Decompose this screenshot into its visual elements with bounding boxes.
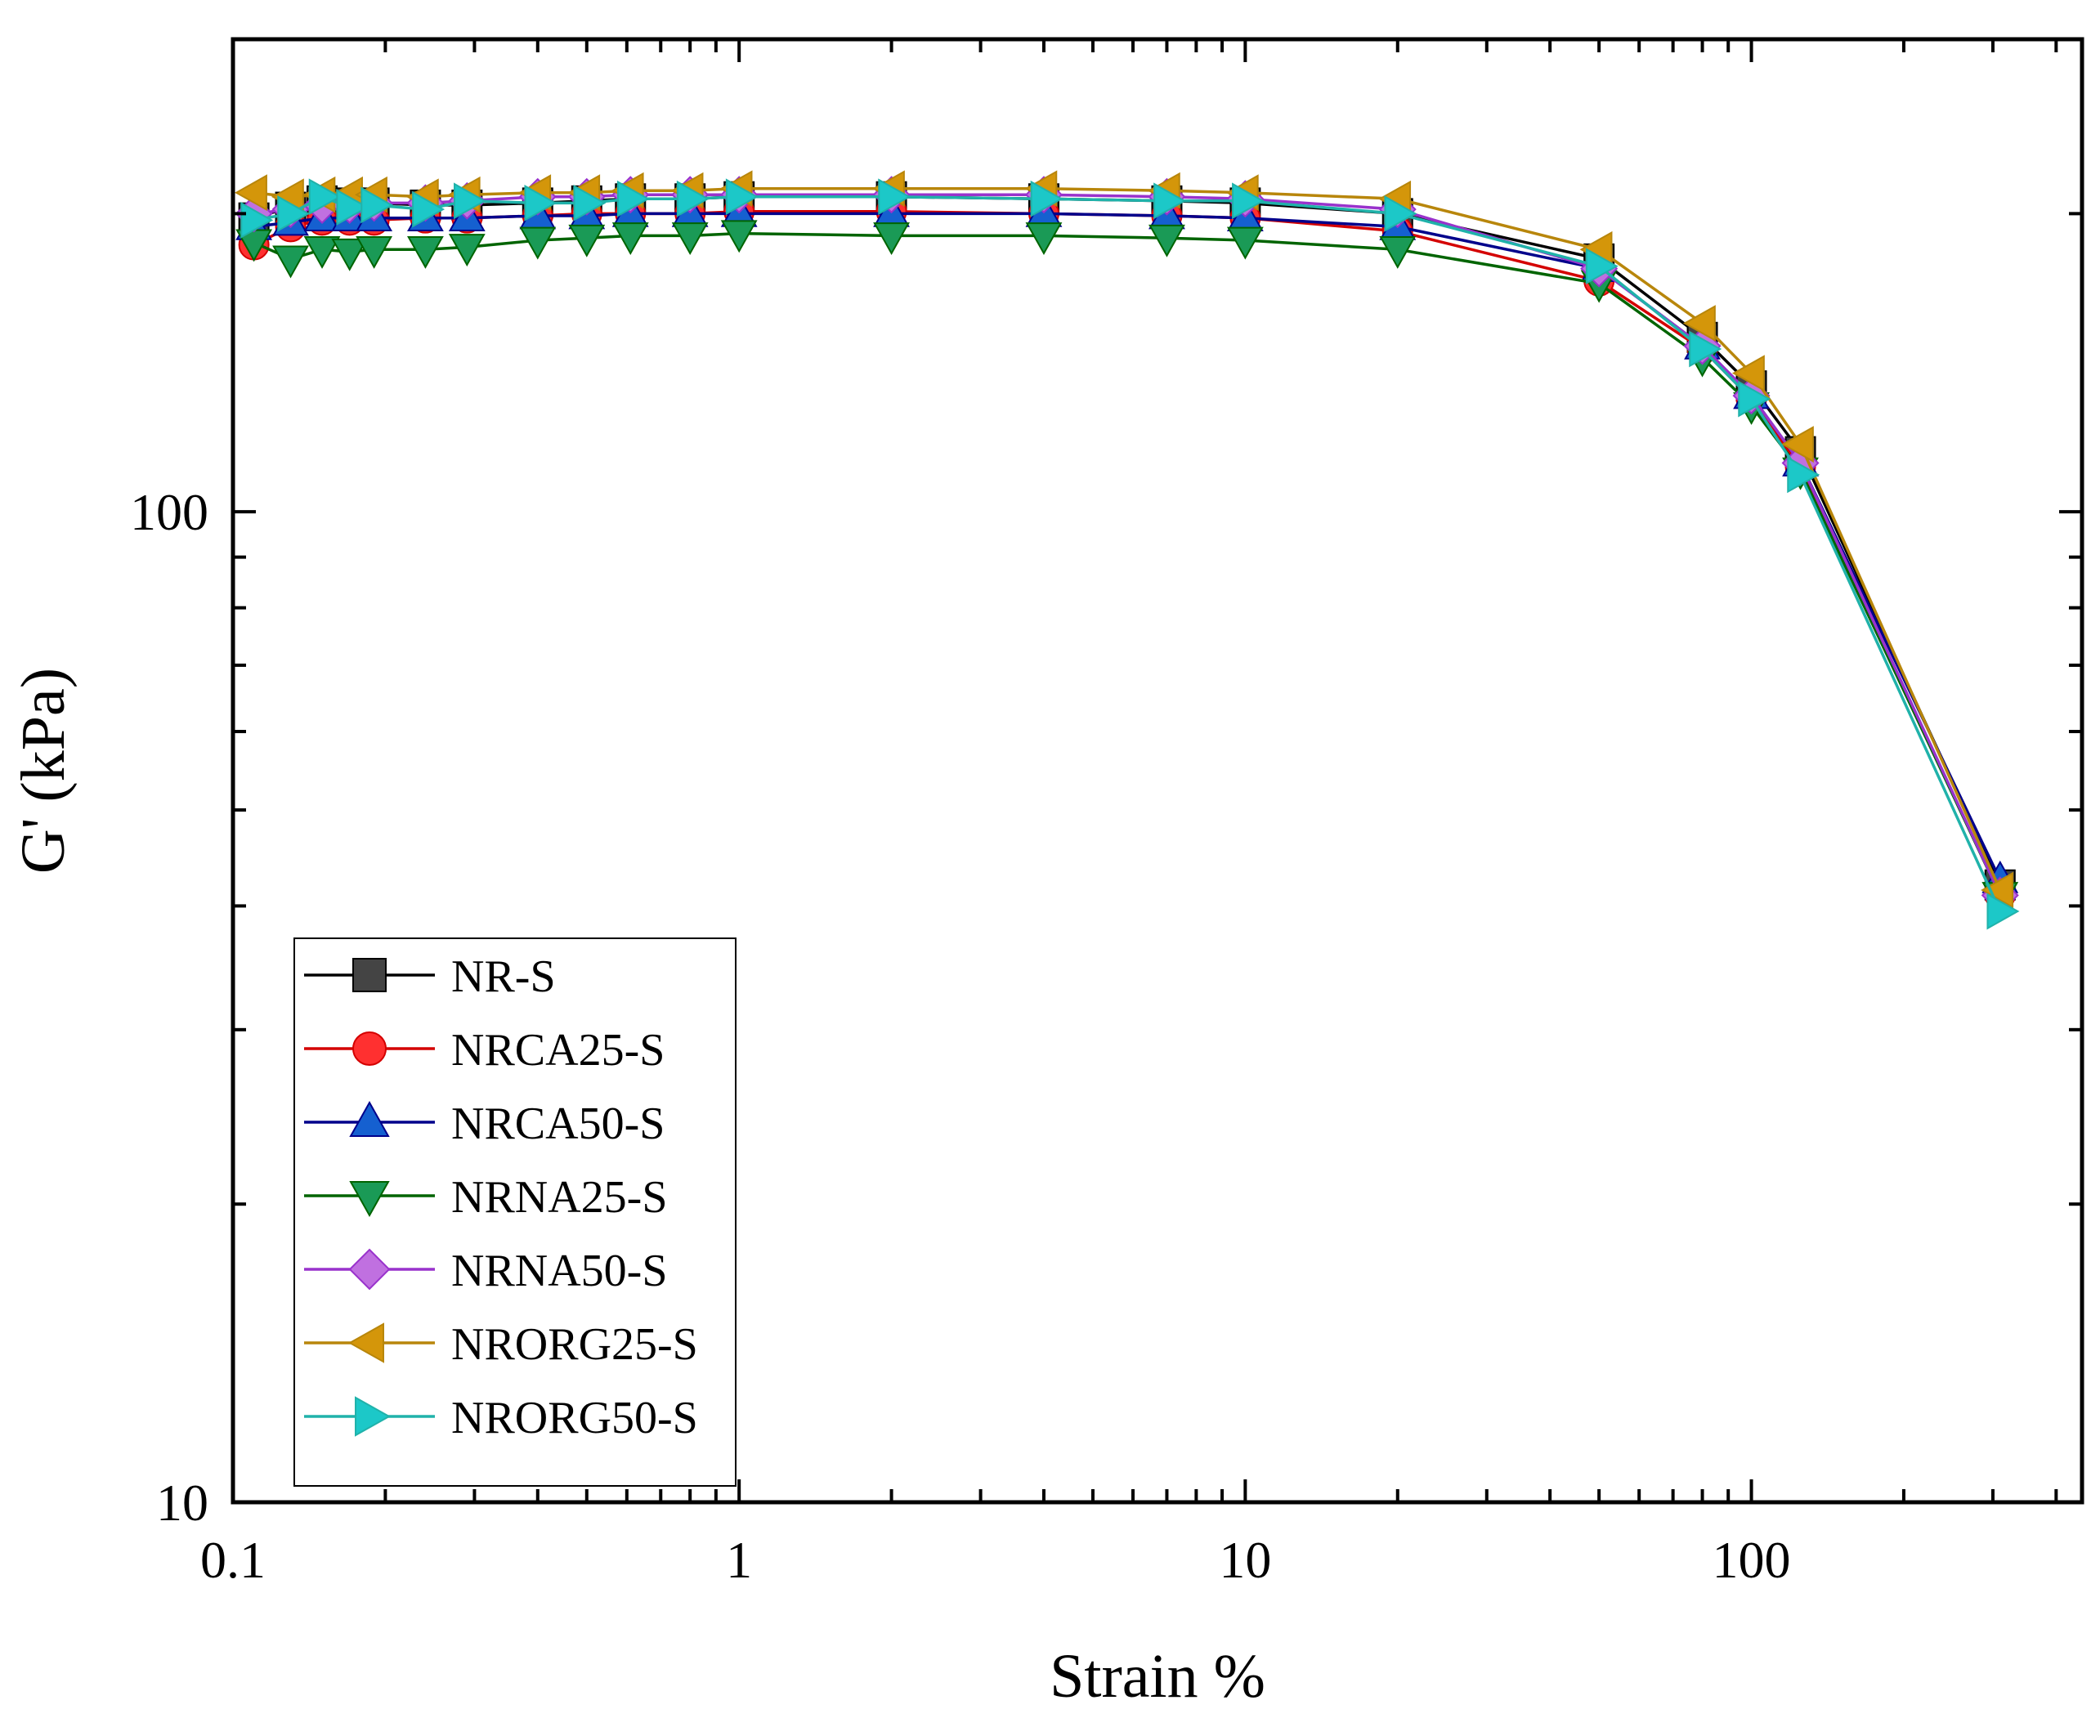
data-point bbox=[448, 234, 486, 267]
data-point bbox=[1384, 195, 1417, 232]
legend-label: NRNA25-S bbox=[451, 1172, 667, 1223]
data-point bbox=[524, 184, 557, 221]
data-point bbox=[303, 235, 341, 269]
data-point bbox=[725, 178, 759, 216]
series-NRNA25-S bbox=[235, 220, 2019, 915]
legend-marker bbox=[349, 1100, 390, 1137]
series-NRORG25-S bbox=[234, 170, 2014, 909]
y-tick-label: 10 bbox=[156, 1474, 208, 1532]
data-point bbox=[878, 178, 911, 216]
data-point bbox=[331, 238, 369, 271]
data-point bbox=[1585, 248, 1619, 285]
data-point bbox=[1682, 305, 1716, 342]
data-point bbox=[412, 190, 446, 228]
legend-label: NRORG50-S bbox=[451, 1393, 698, 1443]
data-point bbox=[277, 195, 311, 232]
data-point bbox=[1738, 380, 1771, 418]
data-point bbox=[360, 186, 394, 224]
legend: NR-S NRCA25-S NRCA50-S NRNA25-S NRNA50-S NROR… bbox=[293, 937, 737, 1487]
data-point bbox=[1981, 871, 2014, 909]
data-point bbox=[519, 226, 557, 260]
legend-label: NRORG25-S bbox=[451, 1319, 698, 1370]
data-point bbox=[671, 222, 709, 256]
series-line bbox=[253, 186, 2002, 891]
y-axis-title: G' (kPa) bbox=[9, 668, 78, 874]
y-tick-label: 100 bbox=[130, 483, 208, 541]
data-point bbox=[1149, 224, 1185, 257]
series-line bbox=[253, 231, 2002, 897]
legend-marker bbox=[348, 1248, 391, 1291]
series-line bbox=[253, 193, 2002, 897]
data-point bbox=[336, 189, 369, 226]
series-line bbox=[253, 210, 2002, 897]
data-point bbox=[676, 180, 710, 217]
data-point bbox=[1232, 182, 1265, 220]
data-point bbox=[568, 224, 606, 257]
data-point bbox=[873, 222, 910, 256]
legend-entry: NRORG50-S bbox=[304, 1393, 698, 1443]
series-line bbox=[253, 212, 2002, 881]
legend-marker bbox=[352, 958, 387, 992]
legend-marker bbox=[347, 1322, 384, 1363]
data-point bbox=[272, 245, 309, 279]
series-NRNA50-S bbox=[235, 176, 2019, 915]
legend-label: NRCA25-S bbox=[451, 1025, 665, 1076]
legend-marker bbox=[349, 1181, 390, 1218]
data-point bbox=[407, 235, 444, 269]
data-point bbox=[234, 174, 267, 212]
data-point bbox=[1986, 893, 2020, 930]
legend-label: NR-S bbox=[451, 951, 556, 1002]
data-point bbox=[573, 184, 607, 221]
data-point bbox=[356, 235, 393, 269]
legend-entry: NR-S bbox=[304, 951, 556, 1002]
legend-entry: NRCA25-S bbox=[304, 1025, 665, 1076]
series-NRCA25-S bbox=[238, 195, 2016, 911]
data-point bbox=[611, 222, 649, 256]
data-point bbox=[308, 178, 342, 216]
legend-entry: NRCA50-S bbox=[304, 1098, 665, 1149]
data-point bbox=[1689, 330, 1722, 368]
data-point bbox=[1025, 222, 1063, 256]
legend-entries: NR-S NRCA25-S NRCA50-S NRNA25-S NRNA50-S NROR… bbox=[304, 951, 698, 1443]
series-NRORG50-S bbox=[240, 178, 2020, 930]
legend-entry: NRNA50-S bbox=[304, 1246, 667, 1296]
series-line bbox=[253, 195, 2002, 886]
x-tick-label: 1 bbox=[726, 1531, 752, 1589]
data-point bbox=[616, 180, 650, 217]
data-point bbox=[1379, 235, 1417, 269]
data-point bbox=[240, 201, 274, 239]
x-tick-label: 10 bbox=[1219, 1531, 1271, 1589]
plot-frame bbox=[231, 37, 2084, 1505]
legend-entry: NRNA25-S bbox=[304, 1172, 667, 1223]
data-point bbox=[1731, 355, 1765, 392]
legend-label: NRNA50-S bbox=[451, 1246, 667, 1296]
data-point bbox=[1226, 226, 1264, 260]
data-point bbox=[1153, 182, 1187, 220]
data-point bbox=[1780, 426, 1814, 463]
series-NR-S bbox=[238, 181, 2016, 901]
legend-marker bbox=[352, 1031, 387, 1066]
legend-label: NRCA50-S bbox=[451, 1098, 665, 1149]
data-point bbox=[454, 182, 486, 220]
x-axis-title: Strain % bbox=[1050, 1642, 1265, 1711]
series-line bbox=[253, 195, 2002, 912]
legend-entry: NRORG25-S bbox=[304, 1319, 698, 1370]
legend-marker bbox=[355, 1396, 392, 1437]
series-NRCA50-S bbox=[235, 194, 2019, 893]
series-layer bbox=[234, 170, 2020, 930]
data-point bbox=[720, 220, 758, 253]
axes-layer: 0.1 1 10 100 10 100 bbox=[130, 38, 2082, 1589]
data-point bbox=[1787, 456, 1820, 494]
data-point bbox=[1030, 180, 1063, 217]
x-tick-label: 100 bbox=[1713, 1531, 1791, 1589]
x-tick-label: 0.1 bbox=[200, 1531, 266, 1589]
